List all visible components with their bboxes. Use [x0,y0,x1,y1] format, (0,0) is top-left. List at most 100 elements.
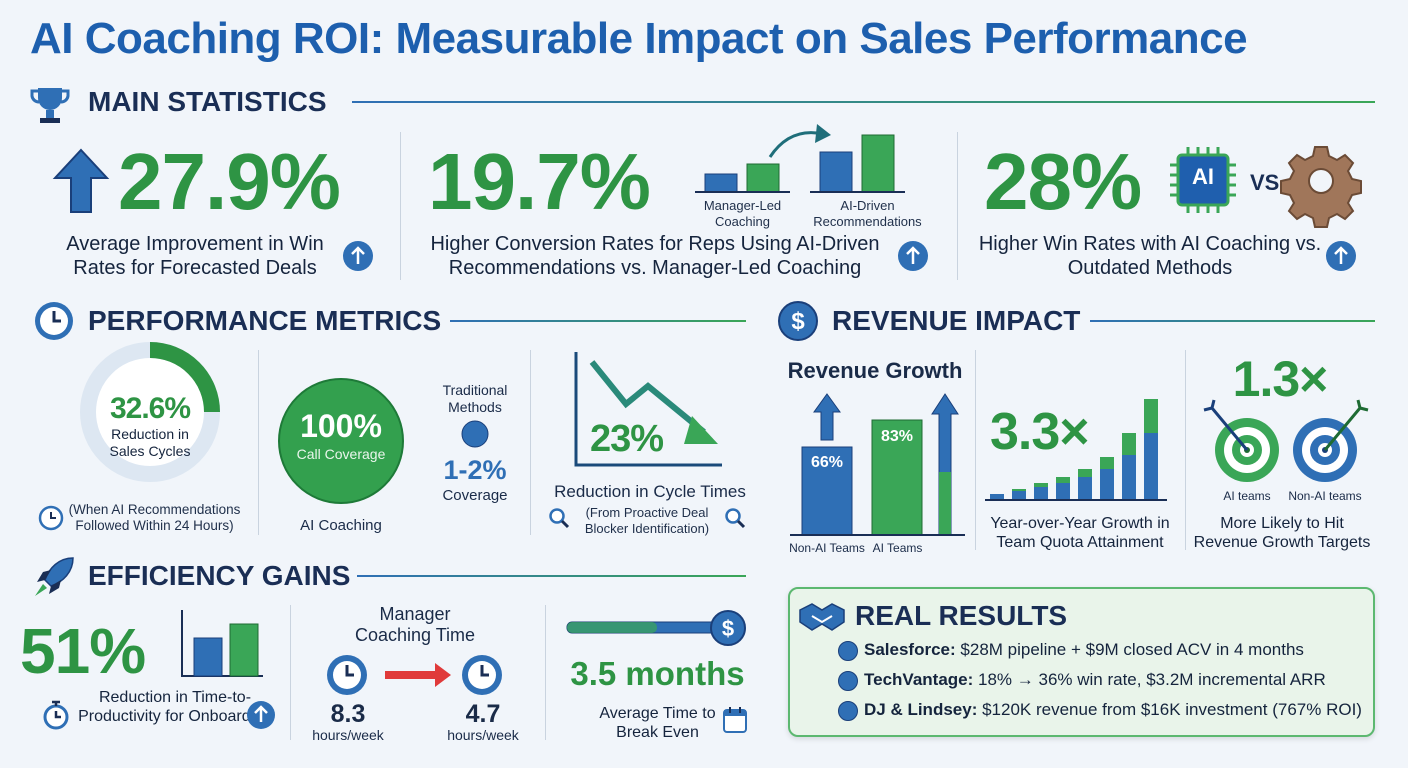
pins [1170,147,1236,213]
result-company: TechVantage: [864,670,974,689]
quota-chart [985,399,1167,501]
trend-head [684,416,718,444]
bar-value: 66% [810,454,844,471]
bar [990,494,1004,500]
gear-hole [1308,168,1334,194]
targets-icon [1203,399,1369,482]
traditional-caption: Coverage [442,487,508,504]
result-row: TechVantage: 18% → 36% win rate, $3.2M i… [864,668,1326,692]
stacked-bars [990,399,1158,500]
bar [1078,469,1092,477]
coverage-value: 100% [300,408,382,444]
dart [1323,399,1369,451]
arrow [768,131,824,158]
up-badge [898,241,928,271]
metric-note: (From Proactive Deal Blocker Identificat… [584,505,710,536]
break-even-slider: $ [566,610,746,646]
efficiency-label: Reduction in Time-to-Productivity for On… [78,689,272,725]
stat-value: 28% [984,137,1142,226]
badge-arrow [906,246,920,264]
metric-value: 23% [590,418,664,460]
stat-label: Higher Win Rates with AI Coaching vs. Ou… [978,233,1322,279]
bar [1100,457,1114,469]
up-badge [1326,241,1356,271]
bar [746,163,780,193]
calendar-top [724,710,746,716]
coverage-caption: Call Coverage [296,446,386,462]
magnifier-icon [549,508,570,529]
handle [560,519,570,529]
break-even-label: Average Time to Break Even [599,705,716,741]
growth-title: Revenue Growth [787,358,963,383]
stat-label: Higher Conversion Rates for Reps Using A… [430,233,880,279]
arrow [52,148,110,213]
coverage-circle [278,378,404,504]
before-value: 8.3 [330,700,366,728]
chip-text: AI [1192,164,1214,189]
hands [799,603,845,631]
heading-rule [450,320,746,322]
heading-rule [352,101,1375,103]
stat-value: 27.9% [118,137,341,226]
coaching-title: Manager Coaching Time [354,604,476,645]
divider [258,350,259,535]
divider [975,350,976,550]
coin [710,610,746,646]
unit: hours/week [312,727,384,743]
divider [290,605,291,740]
chart-label: Manager-Led Coaching [703,198,782,229]
gear [1280,146,1362,228]
result-row: Salesforce: $28M pipeline + $9M closed A… [864,638,1304,662]
divider [400,132,401,280]
metric-label: Reduction in Cycle Times [554,482,746,501]
bullet-coin [838,701,858,721]
arrow [813,393,841,441]
section-heading: EFFICIENCY GAINS [88,560,351,591]
quota-label: Year-over-Year Growth in Team Quota Atta… [990,515,1170,551]
section-heading: MAIN STATISTICS [88,86,327,117]
section-heading: PERFORMANCE METRICS [88,305,442,336]
stat-label: Average Improvement in Win Rates for For… [66,233,324,279]
handle [736,519,746,529]
target-label: AI teams [1223,489,1271,503]
chart-label: AI-Driven Recommendations [813,198,922,229]
rocket-body [44,557,74,587]
bar [1056,477,1070,483]
gear-icon [1280,146,1362,228]
calendar-icon [723,707,747,733]
result-text: $28M pipeline + $9M closed ACV in 4 mont… [960,640,1304,659]
after-value: 4.7 [465,700,501,728]
bar [861,134,895,193]
bullet-coin [838,671,858,691]
bar-label: Non-AI Teams [789,541,865,555]
ring [80,342,220,482]
bar [1144,433,1158,500]
clock [462,655,502,695]
bullet-coin [838,641,858,661]
ai-chip-icon [1170,147,1236,213]
coin-sign: $ [722,616,734,641]
bar [801,446,853,536]
result-company: DJ & Lindsey: [864,700,978,719]
bar [229,623,259,677]
bar [1078,477,1092,500]
chip [1176,153,1230,207]
badge-arrow [1334,246,1348,264]
badge-arrow [351,246,365,264]
clock-hands [345,665,354,677]
metric-note: (When AI Recommendations Followed Within… [68,502,241,533]
stat-value: 19.7% [428,137,651,226]
result-company: Salesforce: [864,640,956,659]
bar [1034,487,1048,500]
stopwatch-icon [43,700,69,730]
heading-rule [357,575,746,577]
unit: hours/week [447,727,519,743]
lens [725,508,741,524]
dart [1203,399,1249,451]
handles [30,89,70,104]
bar [871,419,923,536]
stem [46,110,54,118]
decline-chart [574,352,722,467]
